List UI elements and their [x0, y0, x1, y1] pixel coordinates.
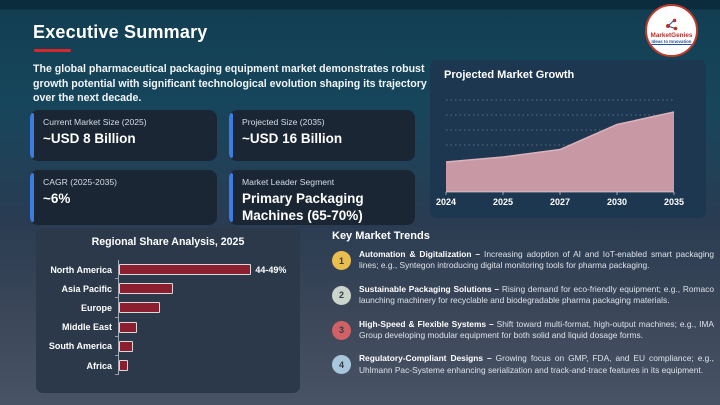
- trend-body: Growing focus on GMP, FDA, and EU compli…: [359, 353, 714, 375]
- bar-row: Asia Pacific: [40, 279, 294, 299]
- title-underline: [34, 49, 71, 52]
- molecule-icon: [666, 18, 678, 30]
- growth-chart-panel: Projected Market Growth 2024 2025 2027 2030…: [430, 60, 706, 218]
- trend-item-regulatory: 4 Regulatory-Compliant Designs – Growing…: [332, 353, 714, 376]
- bar-row: Europe: [40, 298, 294, 318]
- trend-item-sustainable: 2 Sustainable Packaging Solutions – Risi…: [332, 284, 714, 307]
- bar: [119, 340, 134, 352]
- bar-plot-area: [115, 336, 294, 357]
- bar-plot-area: [115, 355, 294, 376]
- page-title: Executive Summary: [33, 22, 208, 42]
- x-tick-label: 2030: [607, 197, 627, 207]
- trend-number-badge: 2: [332, 285, 351, 305]
- bar: [119, 360, 128, 372]
- x-tick-label: 2035: [664, 197, 684, 207]
- bar-plot-area: 44-49%: [115, 260, 294, 280]
- stat-card-projected-size: Projected Size (2035) ~USD 16 Billion: [229, 110, 415, 161]
- company-logo: MarketGenies Ideas to Innovation: [645, 4, 698, 57]
- bar-row: Africa: [40, 355, 294, 376]
- stat-label: Projected Size (2035): [242, 117, 325, 127]
- trend-item-high-speed: 3 High-Speed & Flexible Systems – Shift …: [332, 319, 714, 342]
- regional-chart-panel: Regional Share Analysis, 2025 North Amer…: [36, 228, 300, 393]
- stat-card-cagr: CAGR (2025-2035) ~6%: [30, 170, 217, 225]
- stat-label: Market Leader Segment: [242, 177, 335, 187]
- bar-category-label: Europe: [80, 302, 112, 313]
- x-tick-label: 2027: [550, 197, 570, 207]
- bar: [119, 283, 174, 295]
- stat-value: ~6%: [43, 191, 71, 206]
- stat-card-market-leader: Market Leader Segment Primary Packaging …: [229, 170, 415, 225]
- bar-plot-area: [115, 298, 294, 318]
- bar-category-label: North America: [50, 264, 112, 275]
- trend-item-automation: 1 Automation & Digitalization – Increasi…: [332, 249, 714, 272]
- bar-category-label: South America: [48, 341, 112, 352]
- bar-category-label: Asia Pacific: [61, 283, 112, 294]
- trend-title: Automation & Digitalization –: [359, 249, 481, 259]
- trend-number-badge: 3: [332, 320, 351, 340]
- area-series: [446, 112, 674, 192]
- bar-row: North America 44-49%: [40, 260, 294, 280]
- growth-chart-title: Projected Market Growth: [444, 69, 575, 81]
- bar-row: Middle East: [40, 317, 294, 337]
- x-tick-label: 2025: [493, 197, 513, 207]
- trend-number-badge: 4: [332, 355, 351, 375]
- stat-value: Primary Packaging Machines (65-70%): [242, 191, 364, 223]
- bar: [119, 302, 161, 314]
- stat-card-current-market-size: Current Market Size (2025) ~USD 8 Billio…: [30, 110, 217, 161]
- x-tick-label: 2024: [436, 197, 456, 207]
- area-chart: 2024 2025 2027 2030 2035: [436, 99, 684, 207]
- trend-text: Automation & Digitalization – Increasing…: [359, 249, 714, 272]
- trend-title: High-Speed & Flexible Systems –: [359, 318, 494, 329]
- bar-plot-area: [115, 279, 294, 299]
- bar-category-label: Middle East: [61, 322, 112, 333]
- area-edge: [445, 111, 675, 163]
- trend-text: Sustainable Packaging Solutions – Rising…: [359, 284, 714, 307]
- bar-chart: North America 44-49% Asia Pacific Europe Mid…: [40, 260, 294, 376]
- trend-text: Regulatory-Compliant Designs – Growing f…: [359, 353, 714, 376]
- trend-body: Increasing adoption of AI and IoT-enable…: [359, 249, 715, 271]
- bar-category-label: Africa: [86, 360, 112, 371]
- stat-value: ~USD 16 Billion: [242, 131, 343, 146]
- trend-body: Shift toward multi-format, high-output m…: [359, 318, 715, 341]
- logo-name: MarketGenies: [650, 31, 693, 39]
- logo-tagline: Ideas to Innovation: [651, 38, 692, 44]
- trends-heading: Key Market Trends: [332, 230, 430, 242]
- stat-value: ~USD 8 Billion: [43, 131, 136, 146]
- trend-number-badge: 1: [332, 251, 351, 270]
- trend-title: Regulatory-Compliant Designs –: [359, 353, 492, 364]
- bar: [119, 321, 138, 333]
- trend-text: High-Speed & Flexible Systems – Shift to…: [359, 319, 714, 342]
- trends-list: 1 Automation & Digitalization – Increasi…: [332, 249, 714, 388]
- bar: [119, 264, 252, 276]
- trend-body: Rising demand for eco-friendly equipment…: [359, 283, 715, 306]
- stat-label: Current Market Size (2025): [43, 117, 147, 127]
- regional-chart-title: Regional Share Analysis, 2025: [91, 236, 245, 248]
- bar-plot-area: [115, 317, 294, 337]
- stat-label: CAGR (2025-2035): [43, 177, 118, 187]
- trend-title: Sustainable Packaging Solutions –: [359, 283, 500, 294]
- bar-row: South America: [40, 336, 294, 357]
- intro-paragraph: The global pharmaceutical packaging equi…: [33, 63, 427, 104]
- bar-data-label: 44-49%: [255, 264, 287, 275]
